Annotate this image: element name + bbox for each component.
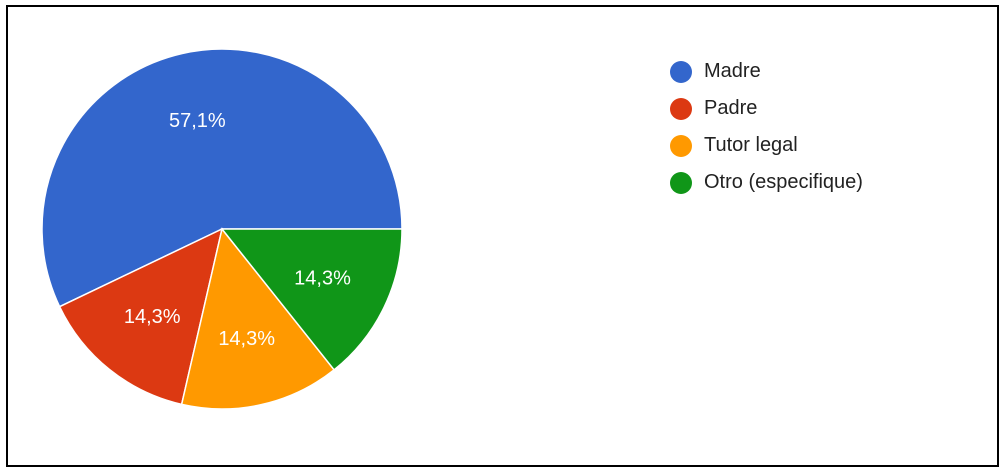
pie-chart: 57,1% 14,3% 14,3% 14,3% (41, 48, 403, 410)
legend-swatch (670, 97, 692, 120)
legend-label: Padre (704, 97, 758, 119)
legend-label: Madre (704, 60, 761, 82)
slice-value-label: 14,3% (218, 328, 275, 350)
pie-slice-4[interactable] (220, 228, 403, 371)
pie-slice-1[interactable] (41, 48, 403, 308)
chart-legend: Madre Padre Tutor legal Otro (especifique) (670, 53, 863, 201)
legend-item[interactable]: Tutor legal (670, 127, 863, 164)
legend-item[interactable]: Madre (670, 53, 863, 90)
legend-swatch (670, 134, 692, 157)
slice-value-label: 57,1% (169, 110, 226, 132)
pie-slice-3[interactable] (180, 227, 336, 410)
slice-value-label: 14,3% (124, 306, 181, 328)
legend-swatch (670, 171, 692, 194)
slice-value-label: 14,3% (294, 267, 351, 289)
legend-label: Otro (especifique) (704, 171, 863, 193)
pie-slice-2[interactable] (58, 227, 224, 406)
legend-item[interactable]: Otro (especifique) (670, 164, 863, 201)
chart-frame: 57,1% 14,3% 14,3% 14,3% Madre Padre Tutor leg… (6, 5, 999, 467)
legend-swatch (670, 60, 692, 83)
legend-label: Tutor legal (704, 134, 798, 156)
legend-item[interactable]: Padre (670, 90, 863, 127)
